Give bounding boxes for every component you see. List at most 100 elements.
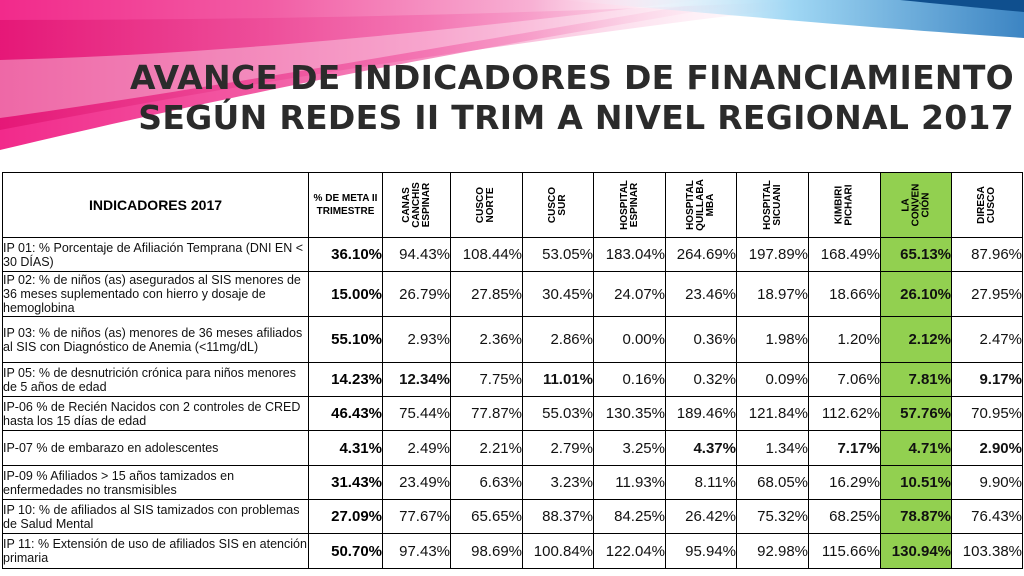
value-cell: 2.47% xyxy=(951,316,1023,363)
value-cell-highlighted: 26.10% xyxy=(880,271,952,317)
value-cell: 2.36% xyxy=(450,316,523,363)
value-cell: 11.01% xyxy=(522,362,594,397)
value-cell: 18.66% xyxy=(808,271,881,317)
org-header-highlighted: LA CONVEN CIÓN xyxy=(880,172,952,238)
value-cell: 1.98% xyxy=(736,316,809,363)
value-cell: 23.46% xyxy=(665,271,737,317)
indicator-cell: IP 03: % de niños (as) menores de 36 mes… xyxy=(2,316,309,363)
value-cell: 0.32% xyxy=(665,362,737,397)
page-title: AVANCE DE INDICADORES DE FINANCIAMIENTO … xyxy=(130,58,1014,138)
value-cell: 2.93% xyxy=(382,316,451,363)
indicator-cell: IP-07 % de embarazo en adolescentes xyxy=(2,430,309,466)
value-cell: 0.36% xyxy=(665,316,737,363)
value-cell: 26.42% xyxy=(665,499,737,534)
meta-cell: 31.43% xyxy=(308,465,383,500)
table-row: IP-06 % de Recién Nacidos con 2 controle… xyxy=(2,396,1023,431)
table-row: IP 11: % Extensión de uso de afiliados S… xyxy=(2,533,1023,569)
value-cell-highlighted: 10.51% xyxy=(880,465,952,500)
title-line-2: SEGÚN REDES II TRIM A NIVEL REGIONAL 201… xyxy=(138,98,1014,137)
value-cell-highlighted: 2.12% xyxy=(880,316,952,363)
value-cell: 68.05% xyxy=(736,465,809,500)
value-cell-highlighted: 65.13% xyxy=(880,237,952,272)
value-cell: 3.23% xyxy=(522,465,594,500)
value-cell: 76.43% xyxy=(951,499,1023,534)
value-cell: 189.46% xyxy=(665,396,737,431)
indicator-cell: IP 11: % Extensión de uso de afiliados S… xyxy=(2,533,309,569)
value-cell: 94.43% xyxy=(382,237,451,272)
table-row: IP 03: % de niños (as) menores de 36 mes… xyxy=(2,316,1023,363)
value-cell: 27.85% xyxy=(450,271,523,317)
value-cell: 53.05% xyxy=(522,237,594,272)
org-header: HOSPITAL SICUANI xyxy=(736,172,809,238)
indicator-cell: IP 01: % Porcentaje de Afiliación Tempra… xyxy=(2,237,309,272)
decorative-banner xyxy=(0,0,1024,150)
meta-cell: 36.10% xyxy=(308,237,383,272)
indicators-table: INDICADORES 2017 % DE META II TRIMESTRE … xyxy=(2,172,1023,569)
value-cell: 130.35% xyxy=(593,396,666,431)
value-cell: 183.04% xyxy=(593,237,666,272)
indicators-header: INDICADORES 2017 xyxy=(2,172,309,238)
value-cell: 12.34% xyxy=(382,362,451,397)
indicator-cell: IP-06 % de Recién Nacidos con 2 controle… xyxy=(2,396,309,431)
org-header: CANAS CANCHIS ESPINAR xyxy=(382,172,451,238)
value-cell: 121.84% xyxy=(736,396,809,431)
value-cell: 264.69% xyxy=(665,237,737,272)
value-cell: 1.20% xyxy=(808,316,881,363)
value-cell: 75.32% xyxy=(736,499,809,534)
value-cell: 0.00% xyxy=(593,316,666,363)
value-cell: 7.75% xyxy=(450,362,523,397)
value-cell: 92.98% xyxy=(736,533,809,569)
value-cell: 4.37% xyxy=(665,430,737,466)
meta-cell: 27.09% xyxy=(308,499,383,534)
value-cell: 108.44% xyxy=(450,237,523,272)
title-line-1: AVANCE DE INDICADORES DE FINANCIAMIENTO xyxy=(129,58,1014,97)
value-cell: 97.43% xyxy=(382,533,451,569)
value-cell: 103.38% xyxy=(951,533,1023,569)
value-cell: 98.69% xyxy=(450,533,523,569)
value-cell: 7.17% xyxy=(808,430,881,466)
value-cell: 122.04% xyxy=(593,533,666,569)
header-row: INDICADORES 2017 % DE META II TRIMESTRE … xyxy=(2,172,1023,238)
table-row: IP 02: % de niños (as) asegurados al SIS… xyxy=(2,271,1023,317)
value-cell: 9.90% xyxy=(951,465,1023,500)
value-cell-highlighted: 57.76% xyxy=(880,396,952,431)
value-cell: 2.21% xyxy=(450,430,523,466)
value-cell: 68.25% xyxy=(808,499,881,534)
org-header: KIMBIRI PICHARI xyxy=(808,172,881,238)
value-cell: 95.94% xyxy=(665,533,737,569)
org-header: CUSCO SUR xyxy=(522,172,594,238)
org-header: HOSPITAL QUILLABA MBA xyxy=(665,172,737,238)
value-cell: 0.09% xyxy=(736,362,809,397)
meta-cell: 55.10% xyxy=(308,316,383,363)
meta-cell: 4.31% xyxy=(308,430,383,466)
indicator-cell: IP-09 % Afiliados > 15 años tamizados en… xyxy=(2,465,309,500)
value-cell: 75.44% xyxy=(382,396,451,431)
value-cell: 70.95% xyxy=(951,396,1023,431)
value-cell: 2.90% xyxy=(951,430,1023,466)
meta-header: % DE META II TRIMESTRE xyxy=(308,172,383,238)
value-cell: 11.93% xyxy=(593,465,666,500)
value-cell: 115.66% xyxy=(808,533,881,569)
value-cell: 100.84% xyxy=(522,533,594,569)
value-cell: 3.25% xyxy=(593,430,666,466)
value-cell: 197.89% xyxy=(736,237,809,272)
table-row: IP-09 % Afiliados > 15 años tamizados en… xyxy=(2,465,1023,500)
value-cell: 9.17% xyxy=(951,362,1023,397)
value-cell: 168.49% xyxy=(808,237,881,272)
indicator-cell: IP 02: % de niños (as) asegurados al SIS… xyxy=(2,271,309,317)
org-header: HOSPITAL ESPINAR xyxy=(593,172,666,238)
value-cell: 7.06% xyxy=(808,362,881,397)
meta-cell: 46.43% xyxy=(308,396,383,431)
meta-cell: 50.70% xyxy=(308,533,383,569)
indicator-cell: IP 10: % de afiliados al SIS tamizados c… xyxy=(2,499,309,534)
value-cell-highlighted: 7.81% xyxy=(880,362,952,397)
meta-cell: 14.23% xyxy=(308,362,383,397)
value-cell: 26.79% xyxy=(382,271,451,317)
value-cell: 1.34% xyxy=(736,430,809,466)
value-cell: 8.11% xyxy=(665,465,737,500)
value-cell: 2.79% xyxy=(522,430,594,466)
value-cell: 24.07% xyxy=(593,271,666,317)
value-cell-highlighted: 78.87% xyxy=(880,499,952,534)
table-row: IP 05: % de desnutrición crónica para ni… xyxy=(2,362,1023,397)
value-cell: 0.16% xyxy=(593,362,666,397)
